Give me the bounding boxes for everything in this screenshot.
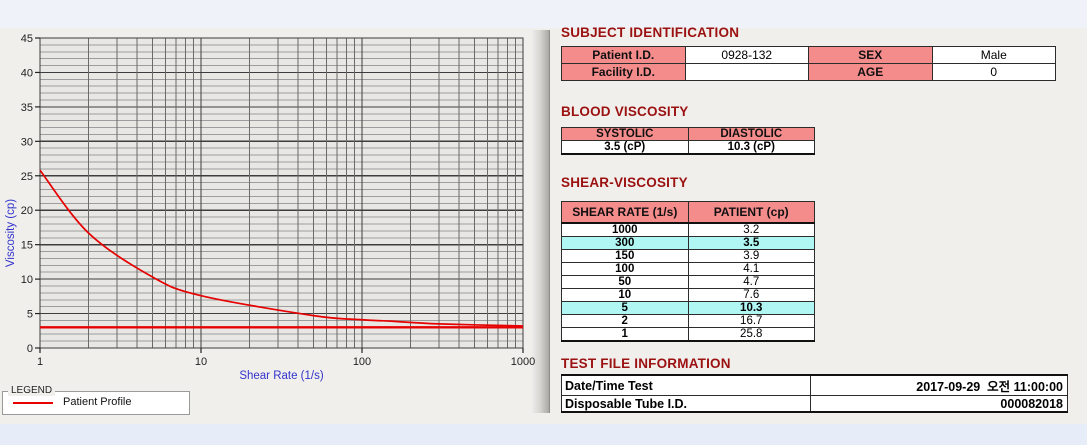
shear-row: 1 25.8 — [561, 327, 815, 342]
patient-cp-cell: 7.6 — [687, 288, 815, 302]
patient-profile-curve — [39, 169, 524, 327]
y-tick-label: 15 — [21, 240, 33, 252]
bottom-band — [0, 424, 1087, 445]
shear-rate-cell: 5 — [561, 301, 689, 315]
blood-viscosity-title: BLOOD VISCOSITY — [561, 104, 689, 119]
blood-value: 10.3 (cP) — [687, 140, 815, 155]
shear-rate-cell: 300 — [561, 236, 689, 250]
y-tick-label: 35 — [21, 102, 33, 114]
test-file-row: Date/Time Test 2017-09-29 오전 11:00:00 — [561, 374, 1068, 396]
y-tick-label: 5 — [27, 309, 33, 321]
patient-cp-cell: 10.3 — [687, 301, 815, 315]
subject-value: Male — [931, 46, 1056, 64]
subject-label: Facility I.D. — [561, 63, 686, 81]
subject-label: Patient I.D. — [561, 46, 686, 64]
subject-label: SEX — [808, 46, 933, 64]
subject-label: AGE — [808, 63, 933, 81]
shear-header-row: SHEAR RATE (1/s) PATIENT (cp) — [561, 201, 815, 224]
patient-cp-cell: 4.1 — [687, 262, 815, 276]
y-tick-label: 25 — [21, 171, 33, 183]
test-file-label: Date/Time Test — [561, 374, 811, 396]
blood-value-row: 3.5 (cP) 10.3 (cP) — [561, 140, 815, 155]
shear-viscosity-table: SHEAR RATE (1/s) PATIENT (cp) 1000 3.2 300 3.… — [561, 201, 815, 342]
shear-row: 300 3.5 — [561, 236, 815, 250]
blood-value: 3.5 (cP) — [561, 140, 689, 155]
patient-profile-legend-label: Patient Profile — [63, 396, 132, 408]
shear-row: 1000 3.2 — [561, 222, 815, 237]
plot-border — [39, 37, 524, 349]
test-file-row: Disposable Tube I.D. 000082018 — [561, 395, 1068, 413]
subject-value — [684, 63, 809, 81]
subject-value: 0928-132 — [684, 46, 809, 64]
blood-header: SYSTOLIC — [561, 127, 689, 141]
blood-header-row: SYSTOLIC DIASTOLIC — [561, 127, 815, 141]
x-tick-label: 1000 — [511, 356, 535, 368]
subject-identification-table: Patient I.D. 0928-132 SEX Male Facility I.D.… — [561, 46, 1056, 81]
x-axis-label: Shear Rate (1/s) — [239, 370, 324, 382]
shear-rate-cell: 1000 — [561, 222, 689, 237]
patient-profile-line-swatch — [13, 402, 53, 404]
subject-row: Patient I.D. 0928-132 SEX Male — [561, 46, 1056, 64]
blood-header: DIASTOLIC — [687, 127, 815, 141]
subject-row: Facility I.D. AGE 0 — [561, 63, 1056, 81]
shear-viscosity-chart: 0 5 10 15 20 25 30 35 40 45 1 10 100 1000 Shear Rate (… — [5, 33, 535, 382]
legend-caption: LEGEND — [8, 385, 56, 396]
x-tick-label: 1 — [37, 356, 43, 368]
shear-rate-cell: 50 — [561, 275, 689, 289]
shear-row: 50 4.7 — [561, 275, 815, 289]
patient-cp-cell: 3.9 — [687, 249, 815, 263]
chart-panel-divider — [532, 30, 550, 413]
shear-rate-cell: 150 — [561, 249, 689, 263]
shear-header: PATIENT (cp) — [687, 201, 815, 224]
test-file-value: 2017-09-29 오전 11:00:00 — [810, 374, 1068, 396]
shear-viscosity-title: SHEAR-VISCOSITY — [561, 175, 688, 190]
y-axis-label: Viscosity (cp) — [5, 199, 17, 267]
shear-header: SHEAR RATE (1/s) — [561, 201, 689, 224]
shear-row: 100 4.1 — [561, 262, 815, 276]
shear-rate-cell: 100 — [561, 262, 689, 276]
y-tick-label: 10 — [21, 274, 33, 286]
blood-viscosity-table: SYSTOLIC DIASTOLIC 3.5 (cP) 10.3 (cP) — [561, 127, 815, 155]
test-file-information-title: TEST FILE INFORMATION — [561, 356, 731, 371]
x-tick-label: 10 — [195, 356, 207, 368]
test-file-value: 000082018 — [810, 395, 1068, 413]
y-tick-label: 30 — [21, 136, 33, 148]
shear-rate-cell: 2 — [561, 314, 689, 328]
patient-cp-cell: 3.5 — [687, 236, 815, 250]
y-tick-label: 45 — [21, 33, 33, 45]
patient-cp-cell: 25.8 — [687, 327, 815, 342]
shear-rate-cell: 10 — [561, 288, 689, 302]
shear-row: 10 7.6 — [561, 288, 815, 302]
test-file-label: Disposable Tube I.D. — [561, 395, 811, 413]
shear-row: 2 16.7 — [561, 314, 815, 328]
y-tick-label: 40 — [21, 67, 33, 79]
x-tick-label: 100 — [353, 356, 371, 368]
shear-row: 5 10.3 — [561, 301, 815, 315]
y-tick-label: 0 — [27, 343, 33, 355]
subject-identification-title: SUBJECT IDENTIFICATION — [561, 25, 740, 40]
shear-row: 150 3.9 — [561, 249, 815, 263]
plot-area — [40, 38, 523, 348]
patient-cp-cell: 3.2 — [687, 222, 815, 237]
test-file-information-table: Date/Time Test 2017-09-29 오전 11:00:00 Disp… — [561, 374, 1068, 413]
shear-rate-cell: 1 — [561, 327, 689, 342]
y-tick-label: 20 — [21, 205, 33, 217]
patient-cp-cell: 16.7 — [687, 314, 815, 328]
subject-value: 0 — [931, 63, 1056, 81]
patient-cp-cell: 4.7 — [687, 275, 815, 289]
